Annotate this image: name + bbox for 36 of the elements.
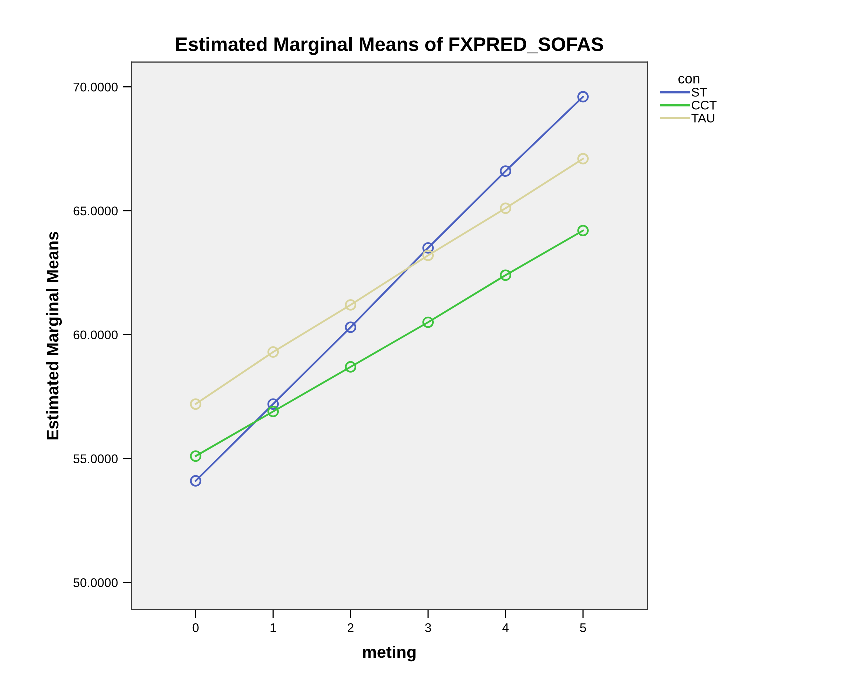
point <box>345 361 357 373</box>
point <box>422 242 434 254</box>
point <box>578 91 589 103</box>
point <box>190 398 202 410</box>
point <box>422 250 434 262</box>
point <box>268 406 280 418</box>
point <box>190 475 202 487</box>
y-tick-label: 65.0000 <box>74 206 118 216</box>
point <box>578 153 589 165</box>
point <box>578 225 589 237</box>
legend-label: TAU <box>692 114 715 123</box>
point <box>422 316 434 328</box>
point <box>500 270 512 282</box>
y-tick-label: 50.0000 <box>74 578 118 588</box>
x-axis-title: meting <box>363 646 416 662</box>
point <box>190 450 202 462</box>
x-tick-label: 0 <box>192 624 199 632</box>
point <box>268 398 280 410</box>
y-tick-label: 70.0000 <box>74 82 118 92</box>
y-tick-label: 60.0000 <box>74 330 118 340</box>
point <box>500 202 512 214</box>
legend-title: con <box>678 76 700 84</box>
point <box>500 166 512 178</box>
y-axis-title: Estimated Marginal Means <box>46 232 62 440</box>
point <box>345 299 357 311</box>
legend-label: ST <box>692 88 708 97</box>
x-tick-label: 1 <box>270 624 276 632</box>
y-tick-label: 55.0000 <box>74 454 118 464</box>
legend-label: CCT <box>692 100 717 110</box>
x-tick-label: 4 <box>502 624 509 632</box>
x-tick-label: 5 <box>580 624 586 632</box>
x-tick-label: 3 <box>425 624 432 632</box>
x-tick-label: 2 <box>348 624 354 632</box>
point <box>345 322 357 334</box>
chart-title: Estimated Marginal Means of FXPRED_SOFAS <box>176 37 604 56</box>
point <box>268 346 280 358</box>
